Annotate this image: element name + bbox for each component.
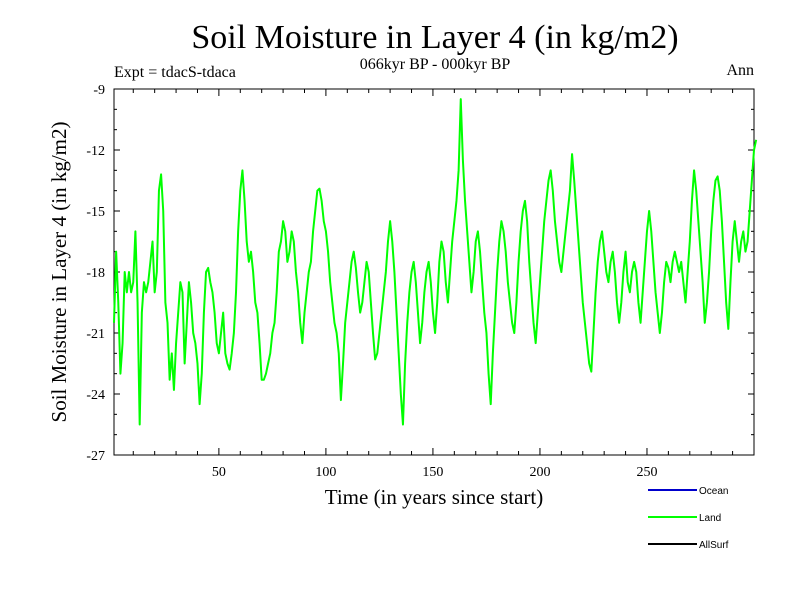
legend-label-allsurf: AllSurf xyxy=(699,540,729,551)
experiment-label: Expt = tdacS-tdaca xyxy=(114,64,236,81)
y-tick-label: -12 xyxy=(86,144,105,159)
x-axis-label: Time (in years since start) xyxy=(325,485,544,509)
x-tick-label: 50 xyxy=(212,465,226,480)
series-group xyxy=(113,98,758,426)
legend-label-land: Land xyxy=(699,513,721,524)
axis-ticks: -9 -12 -15 -18 -21 -24 -27 50 100 150 200 250 xyxy=(86,83,754,480)
legend-label-ocean: Ocean xyxy=(699,486,728,497)
y-tick-label: -15 xyxy=(86,205,105,220)
y-tick-label: -24 xyxy=(86,388,105,403)
y-tick-label: -18 xyxy=(86,266,105,281)
y-tick-label: -9 xyxy=(93,83,105,98)
x-tick-label: 200 xyxy=(529,465,550,480)
chart-title: Soil Moisture in Layer 4 (in kg/m2) xyxy=(191,19,678,56)
x-tick-label: 150 xyxy=(422,465,443,480)
y-tick-label: -21 xyxy=(86,327,105,342)
legend: Ocean Land AllSurf xyxy=(648,486,729,551)
y-tick-label: -27 xyxy=(86,449,105,464)
season-label: Ann xyxy=(726,62,754,79)
series-line-land xyxy=(113,98,758,426)
plot-frame xyxy=(113,88,755,456)
x-tick-label: 100 xyxy=(315,465,336,480)
y-axis-label: Soil Moisture in Layer 4 (in kg/m2) xyxy=(47,122,71,423)
chart-subtitle: 066kyr BP - 000kyr BP xyxy=(360,56,511,73)
x-tick-label: 250 xyxy=(636,465,657,480)
